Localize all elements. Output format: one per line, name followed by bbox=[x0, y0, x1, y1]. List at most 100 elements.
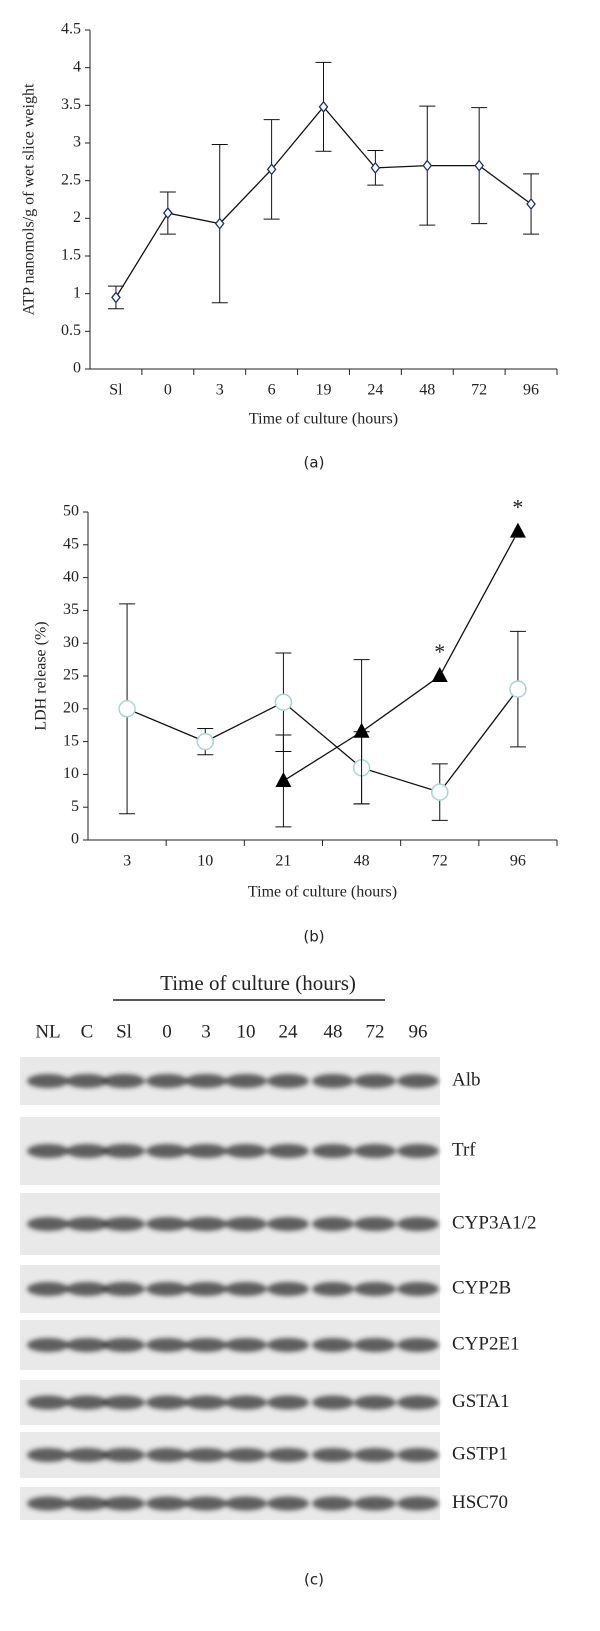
x-tick-label: 72 bbox=[432, 853, 448, 870]
y-tick-label: 4 bbox=[73, 58, 81, 75]
band bbox=[354, 1074, 396, 1088]
band bbox=[185, 1338, 227, 1352]
x-tick-label: 24 bbox=[367, 382, 383, 399]
lane-label: C bbox=[81, 1021, 94, 1042]
band bbox=[185, 1282, 227, 1296]
y-tick-label: 2.5 bbox=[61, 171, 81, 188]
marker bbox=[118, 700, 136, 718]
protein-label: Trf bbox=[452, 1139, 476, 1160]
band bbox=[27, 1144, 69, 1158]
protein-label: GSTA1 bbox=[452, 1391, 510, 1412]
band bbox=[66, 1282, 108, 1296]
lane-label: 0 bbox=[162, 1021, 172, 1042]
band bbox=[397, 1496, 439, 1511]
annotation: * bbox=[512, 495, 523, 520]
x-tick-label: 72 bbox=[471, 382, 487, 399]
x-tick-label: 3 bbox=[123, 853, 131, 870]
band bbox=[397, 1074, 439, 1088]
band bbox=[267, 1217, 309, 1231]
x-tick-label: 6 bbox=[268, 382, 276, 399]
lane-label: 96 bbox=[409, 1021, 428, 1042]
marker bbox=[111, 291, 121, 304]
band bbox=[146, 1144, 188, 1158]
y-tick-label: 3 bbox=[73, 134, 81, 151]
x-tick-label: 19 bbox=[316, 382, 332, 399]
marker bbox=[422, 159, 433, 172]
y-tick-label: 45 bbox=[63, 535, 79, 552]
band-row bbox=[27, 1144, 439, 1158]
series-line bbox=[283, 531, 519, 782]
marker bbox=[474, 159, 484, 172]
band bbox=[27, 1217, 69, 1231]
marker bbox=[431, 783, 449, 801]
protein-label: GSTP1 bbox=[452, 1443, 508, 1464]
band bbox=[225, 1496, 267, 1511]
band bbox=[146, 1395, 188, 1410]
band bbox=[103, 1144, 145, 1158]
band bbox=[354, 1217, 396, 1231]
band bbox=[354, 1395, 396, 1410]
y-tick-label: 15 bbox=[63, 732, 79, 749]
band bbox=[27, 1074, 69, 1088]
band bbox=[312, 1395, 354, 1410]
band bbox=[27, 1448, 69, 1462]
band bbox=[312, 1074, 354, 1088]
band bbox=[27, 1395, 69, 1410]
band bbox=[146, 1496, 188, 1511]
band bbox=[397, 1217, 439, 1231]
band bbox=[146, 1448, 188, 1462]
band bbox=[312, 1496, 354, 1511]
y-tick-label: 3.5 bbox=[61, 96, 81, 113]
band bbox=[225, 1144, 267, 1158]
band bbox=[354, 1496, 396, 1511]
marker bbox=[214, 217, 225, 230]
y-tick-label: 5 bbox=[71, 798, 79, 815]
x-tick-label: 3 bbox=[216, 382, 224, 399]
band bbox=[312, 1144, 354, 1158]
protein-label: CYP2B bbox=[452, 1277, 511, 1298]
x-tick-label: 96 bbox=[523, 382, 539, 399]
band bbox=[146, 1217, 188, 1231]
band bbox=[27, 1338, 69, 1352]
band bbox=[397, 1144, 439, 1158]
marker bbox=[266, 163, 277, 176]
marker bbox=[274, 693, 293, 711]
band-row bbox=[27, 1338, 439, 1352]
marker bbox=[431, 667, 448, 682]
band bbox=[103, 1074, 145, 1088]
marker bbox=[509, 522, 526, 538]
band bbox=[397, 1282, 439, 1296]
band bbox=[103, 1217, 145, 1231]
band bbox=[354, 1338, 396, 1352]
band bbox=[397, 1448, 439, 1462]
band bbox=[312, 1217, 354, 1231]
band bbox=[185, 1217, 227, 1231]
band bbox=[27, 1282, 69, 1296]
marker bbox=[163, 207, 173, 220]
y-tick-label: 50 bbox=[63, 503, 79, 520]
y-tick-label: 30 bbox=[63, 634, 79, 651]
lane-label: 3 bbox=[201, 1021, 211, 1042]
lane-label: 48 bbox=[324, 1021, 343, 1042]
blot-title: Time of culture (hours) bbox=[160, 971, 356, 995]
lane-label: 10 bbox=[237, 1021, 256, 1042]
band bbox=[66, 1448, 108, 1462]
band bbox=[185, 1395, 227, 1410]
band bbox=[267, 1074, 309, 1088]
band-row bbox=[27, 1217, 439, 1231]
y-axis-label: ATP nanomols/g of wet slice weight bbox=[21, 83, 38, 315]
band bbox=[267, 1496, 309, 1511]
band bbox=[103, 1395, 145, 1410]
band bbox=[267, 1144, 309, 1158]
band bbox=[185, 1496, 227, 1511]
marker bbox=[370, 161, 381, 174]
band bbox=[103, 1282, 145, 1296]
band bbox=[66, 1395, 108, 1410]
protein-label: CYP2E1 bbox=[452, 1333, 520, 1354]
marker bbox=[526, 197, 536, 211]
x-axis-label: Time of culture (hours) bbox=[248, 884, 397, 901]
band bbox=[354, 1282, 396, 1296]
y-tick-label: 1.5 bbox=[61, 247, 81, 264]
lane-label: Sl bbox=[116, 1021, 132, 1042]
x-tick-label: 48 bbox=[354, 853, 370, 870]
